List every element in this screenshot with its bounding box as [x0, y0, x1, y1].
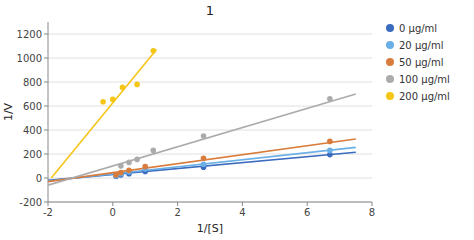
legend-entry: 20 μg/ml	[399, 40, 444, 51]
point	[151, 48, 157, 54]
y-tick-label: 200	[23, 149, 42, 160]
x-tick	[177, 202, 178, 206]
point	[113, 172, 119, 178]
y-tick	[44, 202, 48, 203]
legend-swatch	[386, 24, 394, 32]
fit-line	[48, 94, 356, 185]
y-axis	[48, 22, 49, 202]
grid-line	[48, 154, 372, 155]
legend-entry: 0 μg/ml	[399, 23, 437, 34]
x-tick	[372, 202, 373, 206]
y-tick-label: 1200	[17, 29, 42, 40]
point	[327, 96, 333, 102]
grid-line	[48, 58, 372, 59]
point	[120, 85, 126, 91]
y-tick	[44, 106, 48, 107]
plot-area	[48, 48, 356, 185]
point	[201, 133, 207, 139]
x-tick	[112, 202, 113, 206]
point	[201, 161, 207, 167]
point	[134, 82, 140, 88]
title: 1	[206, 3, 214, 18]
y-tick-label: 0	[36, 173, 42, 184]
point	[327, 148, 333, 154]
x-tick-label: 4	[239, 207, 245, 218]
point	[134, 157, 140, 163]
point	[113, 173, 119, 179]
x-tick-label: 6	[304, 207, 310, 218]
x-axis	[48, 202, 372, 203]
point	[118, 163, 124, 169]
y-tick	[44, 82, 48, 83]
y-tick	[44, 58, 48, 59]
legend-swatch	[386, 92, 394, 100]
x-tick	[242, 202, 243, 206]
y-tick	[44, 34, 48, 35]
grid-line	[48, 82, 372, 83]
y-axis-label: 1/V	[2, 102, 15, 121]
point	[142, 164, 148, 170]
y-tick	[44, 178, 48, 179]
point	[151, 148, 157, 154]
grid-line	[48, 178, 372, 179]
y-tick-label: 400	[23, 125, 42, 136]
point	[118, 170, 124, 176]
x-tick-label: 2	[174, 207, 180, 218]
x-tick-label: 0	[110, 207, 116, 218]
point	[201, 155, 207, 161]
point	[327, 139, 333, 145]
x-tick	[48, 202, 49, 206]
x-tick	[307, 202, 308, 206]
y-tick-label: 600	[23, 101, 42, 112]
point	[126, 160, 132, 166]
legend-swatch	[386, 58, 394, 66]
grid-line	[48, 202, 372, 203]
x-axis-label: 1/[S]	[197, 222, 223, 235]
grid-line	[48, 34, 372, 35]
point	[126, 167, 132, 173]
y-tick-label: -200	[19, 197, 42, 208]
y-tick	[44, 154, 48, 155]
grid-line	[48, 130, 372, 131]
y-tick	[44, 130, 48, 131]
legend-entry: 50 μg/ml	[399, 57, 444, 68]
point	[100, 99, 106, 105]
legend-swatch	[386, 75, 394, 83]
y-tick-label: 1000	[17, 53, 42, 64]
x-tick-label: -2	[43, 207, 53, 218]
grid-line	[48, 106, 372, 107]
point	[110, 97, 116, 103]
x-tick-label: 8	[369, 207, 375, 218]
legend-entry: 200 μg/ml	[399, 91, 450, 102]
fit-line	[51, 50, 156, 178]
legend-entry: 100 μg/ml	[399, 74, 450, 85]
chart: -200 0 200 400 600 800 1000 1200 -2 0 2 4 6 8 1 1/[S] 1/…	[0, 0, 474, 240]
legend-swatch	[386, 41, 394, 49]
fit-line	[48, 139, 356, 182]
y-tick-label: 800	[23, 77, 42, 88]
